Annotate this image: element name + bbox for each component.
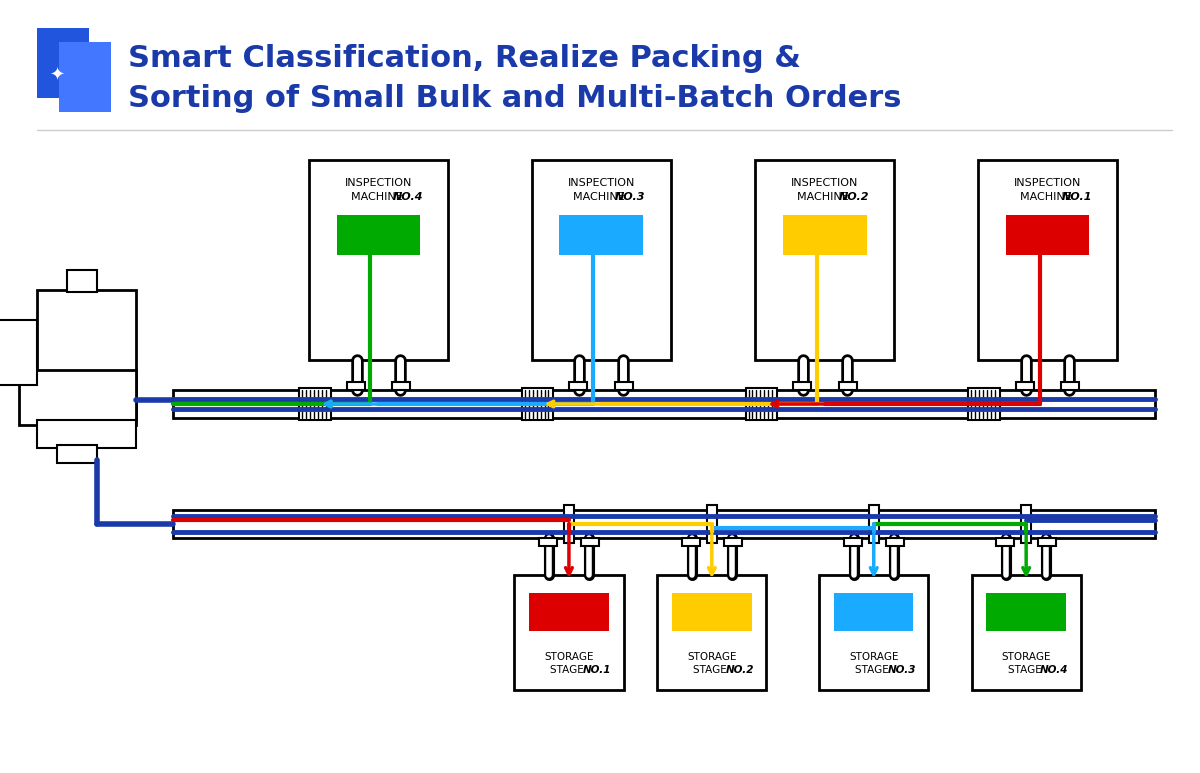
Bar	[1021, 505, 1031, 543]
Text: NO.3: NO.3	[888, 665, 916, 675]
Bar	[1062, 382, 1079, 390]
Text: INSPECTION: INSPECTION	[568, 178, 635, 188]
Bar	[986, 593, 1066, 631]
Text: Smart Classification, Realize Packing &: Smart Classification, Realize Packing &	[128, 43, 802, 73]
Bar	[869, 505, 878, 543]
Bar	[834, 593, 913, 631]
Bar	[59, 42, 110, 112]
Text: INSPECTION: INSPECTION	[791, 178, 859, 188]
Bar	[724, 538, 742, 546]
Bar	[337, 215, 420, 255]
Bar	[658, 575, 767, 690]
Text: MACHINE: MACHINE	[350, 192, 406, 202]
Text: INSPECTION: INSPECTION	[344, 178, 412, 188]
Bar	[569, 382, 587, 390]
Bar	[968, 388, 1000, 420]
Bar	[522, 388, 553, 420]
Bar	[581, 538, 599, 546]
Text: MACHINE: MACHINE	[574, 192, 629, 202]
Bar	[539, 538, 557, 546]
Text: STORAGE: STORAGE	[848, 652, 899, 662]
Text: Sorting of Small Bulk and Multi-Batch Orders: Sorting of Small Bulk and Multi-Batch Or…	[128, 83, 902, 113]
Text: STAGE: STAGE	[694, 665, 731, 675]
Text: NO.4: NO.4	[1040, 665, 1068, 675]
Bar	[756, 160, 894, 360]
Bar	[1016, 382, 1033, 390]
Bar	[173, 390, 1156, 418]
Bar	[532, 160, 671, 360]
Text: NO.2: NO.2	[726, 665, 755, 675]
Text: NO.4: NO.4	[392, 192, 422, 202]
Bar	[529, 593, 608, 631]
Bar	[1006, 215, 1090, 255]
Text: INSPECTION: INSPECTION	[1014, 178, 1081, 188]
Bar	[793, 382, 811, 390]
Bar	[707, 505, 716, 543]
Bar	[56, 445, 97, 463]
Text: NO.3: NO.3	[614, 192, 646, 202]
Bar	[67, 270, 97, 292]
Text: STORAGE: STORAGE	[1002, 652, 1051, 662]
Bar	[564, 505, 574, 543]
Bar	[299, 388, 331, 420]
Bar	[347, 382, 365, 390]
Text: STAGE: STAGE	[551, 665, 588, 675]
Bar	[844, 538, 862, 546]
Text: NO.2: NO.2	[839, 192, 869, 202]
Bar	[886, 538, 904, 546]
Text: NO.1: NO.1	[1062, 192, 1092, 202]
Bar	[559, 215, 643, 255]
Bar	[996, 538, 1014, 546]
Text: STAGE: STAGE	[856, 665, 893, 675]
Bar	[1038, 538, 1056, 546]
Bar	[173, 510, 1156, 538]
Text: MACHINE: MACHINE	[1020, 192, 1075, 202]
Bar	[614, 382, 632, 390]
Bar	[37, 290, 137, 420]
Bar	[37, 420, 137, 448]
Bar	[820, 575, 929, 690]
Bar	[839, 382, 857, 390]
Text: STORAGE: STORAGE	[688, 652, 737, 662]
Text: ✦: ✦	[49, 67, 65, 85]
Bar	[972, 575, 1081, 690]
Bar	[682, 538, 700, 546]
Text: STORAGE: STORAGE	[544, 652, 594, 662]
Text: NO.1: NO.1	[583, 665, 611, 675]
Bar	[19, 370, 137, 425]
Bar	[672, 593, 751, 631]
Bar	[37, 28, 89, 98]
Bar	[784, 215, 866, 255]
Bar	[392, 382, 410, 390]
Bar	[745, 388, 778, 420]
Text: STAGE: STAGE	[1008, 665, 1045, 675]
Bar	[515, 575, 624, 690]
Bar	[978, 160, 1117, 360]
Bar	[0, 320, 37, 385]
Text: MACHINE: MACHINE	[797, 192, 852, 202]
Bar	[308, 160, 448, 360]
